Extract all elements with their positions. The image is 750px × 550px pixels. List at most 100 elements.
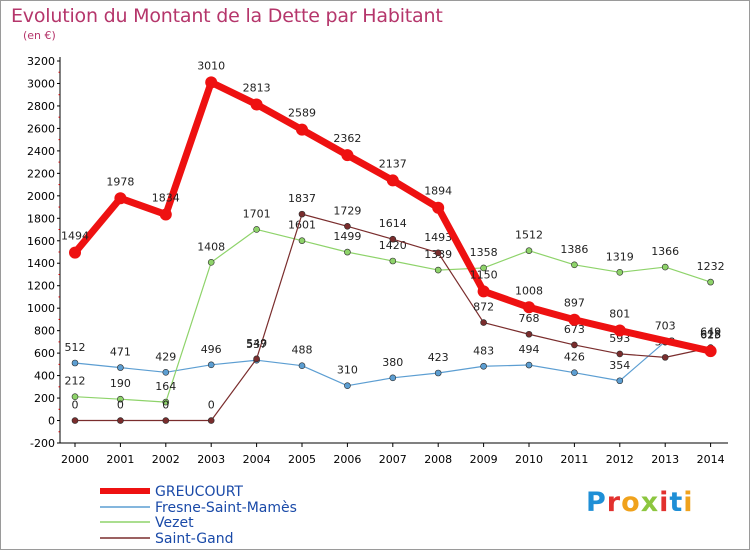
data-label: 1894 — [424, 185, 452, 198]
y-tick-label: 2800 — [27, 100, 55, 113]
data-point — [480, 264, 487, 272]
data-label: 0 — [72, 399, 79, 412]
y-tick-label: 2400 — [27, 145, 55, 158]
data-point — [434, 369, 442, 377]
y-tick-label: 1800 — [27, 212, 55, 225]
y-tick-label: 1200 — [27, 280, 55, 293]
series-line — [71, 78, 715, 355]
y-tick-label: -200 — [30, 437, 55, 450]
data-label: 212 — [65, 375, 86, 388]
data-point — [707, 278, 714, 286]
data-point — [389, 257, 397, 265]
data-label: 872 — [473, 301, 494, 314]
data-label: 310 — [337, 364, 358, 377]
x-tick-label: 2011 — [560, 453, 588, 466]
data-point — [162, 398, 170, 406]
x-tick-label: 2013 — [651, 453, 679, 466]
data-point — [661, 354, 669, 361]
x-tick-label: 2012 — [606, 453, 634, 466]
data-label: 0 — [117, 399, 124, 412]
data-point — [344, 248, 351, 256]
x-tick-label: 2004 — [243, 453, 271, 466]
data-label: 1420 — [379, 239, 407, 252]
legend-label: Fresne-Saint-Mamès — [155, 500, 297, 516]
x-tick-label: 2006 — [333, 453, 361, 466]
data-label: 2813 — [243, 81, 271, 94]
data-point — [298, 210, 306, 218]
data-label: 1232 — [697, 260, 725, 273]
data-label: 512 — [65, 341, 86, 354]
data-point — [477, 285, 490, 298]
logo-letter: i — [659, 487, 670, 518]
data-point — [480, 362, 487, 370]
data-label: 1494 — [61, 230, 89, 243]
proxiti-logo: Proxiti — [586, 487, 694, 518]
y-tick-label: 400 — [34, 370, 55, 383]
data-label: 380 — [382, 356, 403, 369]
x-tick-label: 2007 — [379, 453, 407, 466]
data-label: 488 — [292, 344, 313, 357]
x-tick-label: 2003 — [197, 453, 225, 466]
data-label: 1614 — [379, 217, 407, 230]
data-point — [162, 417, 170, 424]
data-point — [568, 313, 581, 326]
data-label: 768 — [519, 312, 540, 325]
data-label: 426 — [564, 351, 585, 364]
y-tick-label: 1000 — [27, 302, 55, 315]
data-label: 3010 — [197, 59, 225, 72]
data-label: 549 — [246, 337, 267, 350]
logo-letter: t — [669, 487, 684, 518]
logo-letter: r — [606, 487, 622, 518]
data-point — [434, 266, 442, 274]
data-point — [250, 98, 263, 111]
y-tick-label: 800 — [34, 325, 55, 338]
data-point — [341, 149, 354, 162]
data-point — [207, 259, 215, 266]
y-tick-label: 2600 — [27, 122, 55, 135]
data-point — [71, 417, 79, 424]
x-tick-label: 2001 — [106, 453, 134, 466]
x-tick-label: 2014 — [697, 453, 725, 466]
data-point — [159, 208, 172, 221]
y-tick-label: 600 — [34, 347, 55, 360]
y-tick-label: 1600 — [27, 235, 55, 248]
data-label: 1366 — [651, 245, 679, 258]
data-label: 703 — [655, 320, 676, 333]
data-point — [253, 226, 260, 233]
data-label: 0 — [208, 399, 215, 412]
axes: -200020040060080010001200140016001800200… — [27, 55, 728, 466]
y-tick-label: 2000 — [27, 190, 55, 203]
legend-label: Vezet — [155, 515, 194, 531]
data-point — [523, 301, 535, 314]
data-label: 1601 — [288, 219, 316, 232]
x-tick-label: 2002 — [152, 453, 180, 466]
data-point — [434, 249, 442, 257]
chart-unit: (en €) — [23, 29, 56, 42]
data-point — [298, 362, 306, 370]
data-label: 494 — [519, 343, 540, 356]
data-label: 897 — [564, 297, 585, 310]
y-tick-label: 3200 — [27, 55, 55, 68]
data-point — [616, 350, 624, 358]
data-label: 1512 — [515, 229, 543, 242]
data-label: 1319 — [606, 250, 634, 263]
data-point — [117, 395, 124, 403]
data-label: 1408 — [197, 240, 225, 253]
data-label: 618 — [700, 328, 721, 341]
legend-item: Vezet — [100, 515, 194, 531]
data-point — [432, 201, 445, 214]
x-tick-label: 2009 — [470, 453, 498, 466]
data-label: 483 — [473, 344, 494, 357]
x-tick-label: 2008 — [424, 453, 452, 466]
x-tick-label: 2010 — [515, 453, 543, 466]
data-label: 423 — [428, 351, 449, 364]
data-point — [616, 377, 624, 385]
data-label: 649 — [700, 326, 721, 339]
data-label: 625 — [700, 328, 721, 341]
y-tick-label: 2200 — [27, 167, 55, 180]
data-label: 354 — [609, 359, 630, 372]
data-label: 1701 — [243, 207, 271, 220]
data-point — [344, 222, 351, 230]
